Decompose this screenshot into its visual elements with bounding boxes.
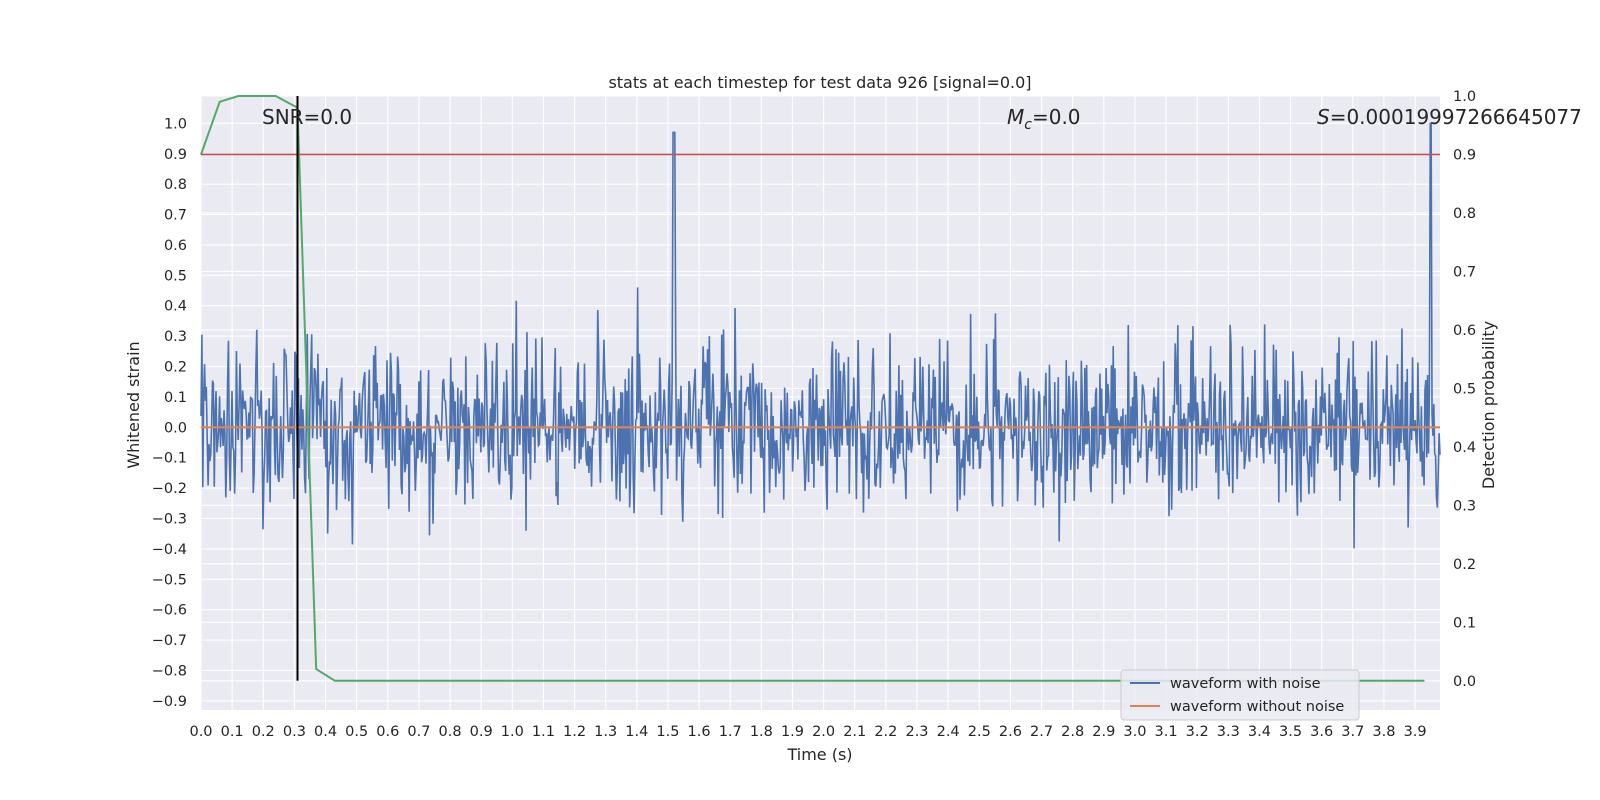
x-tick-label: 3.0 [1123,724,1146,740]
y-tick-label: 0.4 [164,299,187,315]
x-tick-label: 2.6 [999,724,1022,740]
x-tick-label: 1.3 [594,724,617,740]
right-y-tick-label: 1.0 [1453,89,1476,105]
x-tick-label: 3.5 [1279,724,1302,740]
x-tick-label: 1.4 [625,724,648,740]
y-tick-label: 0.5 [164,268,187,284]
y-tick-label: −0.3 [152,512,187,528]
x-tick-label: 1.8 [750,724,773,740]
y-tick-label: −0.8 [152,663,187,679]
x-tick-label: 3.4 [1248,724,1271,740]
right-y-axis-ticks: 1.0 0.9 0.8 0.7 0.6 0.5 0.4 0.3 0.2 0.1 0.0 [1453,89,1476,690]
x-axis-label: Time (s) [786,745,852,764]
s-symbol: S [1317,105,1330,129]
x-tick-label: 2.9 [1092,724,1115,740]
x-tick-label: 2.3 [905,724,928,740]
chirp-mass-value: =0.0 [1032,105,1081,129]
y-axis-ticks: 1.0 0.9 0.8 0.7 0.6 0.5 0.4 0.3 0.2 0.1 0.0 −0.1 −0.… [152,116,187,710]
y-axis-label: Whitened strain [124,341,143,468]
series-waveform-with-noise [200,122,1441,549]
legend: waveform with noise waveform without noi… [1120,669,1360,721]
x-tick-label: 1.7 [719,724,742,740]
y-tick-label: 0.6 [164,238,187,254]
x-tick-label: 0.8 [439,724,462,740]
x-tick-label: 0.1 [221,724,244,740]
x-tick-label: 3.1 [1155,724,1178,740]
chirp-mass-symbol: M [1007,105,1024,129]
snr-annotation: SNR=0.0 [262,105,352,129]
right-y-tick-label: 0.4 [1453,440,1476,456]
x-tick-label: 2.8 [1061,724,1084,740]
x-tick-label: 1.0 [501,724,524,740]
x-tick-label: 2.2 [874,724,897,740]
x-tick-label: 3.8 [1372,724,1395,740]
x-tick-label: 2.4 [937,724,960,740]
s-value: =0.00019997266645077 [1330,105,1582,129]
x-tick-label: 3.6 [1310,724,1333,740]
x-tick-label: 0.9 [470,724,493,740]
right-y-tick-label: 0.1 [1453,615,1476,631]
series-detection-probability [200,95,1425,682]
x-tick-label: 0.6 [376,724,399,740]
y-tick-label: −0.1 [152,451,187,467]
x-tick-label: 0.5 [345,724,368,740]
x-tick-label: 0.3 [283,724,306,740]
x-tick-label: 0.2 [252,724,275,740]
y-tick-label: 0.0 [164,420,187,436]
y-tick-label: −0.7 [152,633,187,649]
y-tick-label: 0.7 [164,208,187,224]
legend-label-clean: waveform without noise [1170,699,1344,715]
y-tick-label: 0.1 [164,390,187,406]
x-tick-label: 1.2 [563,724,586,740]
right-y-axis-label: Detection probability [1479,321,1498,489]
x-tick-label: 3.2 [1186,724,1209,740]
y-tick-label: −0.2 [152,481,187,497]
y-tick-label: 0.2 [164,360,187,376]
x-tick-label: 1.6 [688,724,711,740]
right-y-tick-label: 0.6 [1453,323,1476,339]
plot-area-background [201,96,1440,710]
right-y-tick-label: 0.2 [1453,557,1476,573]
x-tick-label: 0.0 [189,724,212,740]
x-tick-label: 3.7 [1341,724,1364,740]
y-tick-label: 1.0 [164,116,187,132]
x-tick-label: 2.1 [843,724,866,740]
y-tick-label: 0.3 [164,329,187,345]
legend-box [1120,669,1360,721]
right-y-tick-label: 0.0 [1453,674,1476,690]
y-tick-label: 0.8 [164,177,187,193]
legend-label-noise: waveform with noise [1170,676,1321,692]
x-tick-label: 2.5 [968,724,991,740]
chart-title: stats at each timestep for test data 926… [608,73,1031,92]
x-tick-label: 3.9 [1404,724,1427,740]
x-axis-ticks: 0.0 0.1 0.2 0.3 0.4 0.5 0.6 0.7 0.8 0.9 1.0 1.1 1.2 1… [189,724,1426,740]
chirp-mass-subscript: c [1024,117,1032,133]
noise-waveform-line [200,122,1441,549]
x-tick-label: 2.0 [812,724,835,740]
y-tick-label: −0.9 [152,694,187,710]
y-tick-label: −0.4 [152,542,187,558]
right-y-tick-label: 0.7 [1453,264,1476,280]
y-tick-label: −0.5 [152,572,187,588]
x-tick-label: 3.3 [1217,724,1240,740]
s-annotation: S=0.00019997266645077 [1317,105,1582,129]
right-y-tick-label: 0.3 [1453,498,1476,514]
x-tick-label: 1.1 [532,724,555,740]
threshold-and-marker [201,96,1440,681]
chirp-mass-annotation: Mc=0.0 [1007,105,1081,133]
y-tick-label: −0.6 [152,603,187,619]
y-tick-label: 0.9 [164,147,187,163]
x-tick-label: 0.4 [314,724,337,740]
detection-probability-line [200,95,1425,682]
right-y-tick-label: 0.5 [1453,381,1476,397]
x-tick-label: 1.9 [781,724,804,740]
right-y-tick-label: 0.9 [1453,147,1476,163]
x-tick-label: 0.7 [407,724,430,740]
x-tick-label: 2.7 [1030,724,1053,740]
x-tick-label: 1.5 [656,724,679,740]
right-y-tick-label: 0.8 [1453,206,1476,222]
